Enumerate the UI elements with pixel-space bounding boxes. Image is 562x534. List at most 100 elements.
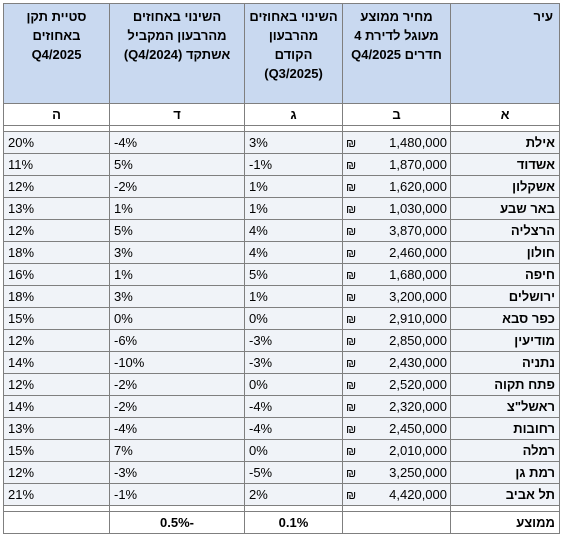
shekel-icon: ₪ — [346, 443, 357, 458]
average-yoy: -0.5% — [109, 511, 245, 534]
price-cell: ₪ 1,480,000 — [342, 131, 451, 154]
price-value: 3,250,000 — [389, 465, 447, 480]
stdev-cell: 13% — [3, 197, 110, 220]
average-stdev-empty — [3, 511, 110, 534]
shekel-icon: ₪ — [346, 179, 357, 194]
price-wrap: ₪ 3,250,000 — [346, 465, 447, 480]
yoy-change-cell: -10% — [109, 351, 245, 374]
price-value: 2,430,000 — [389, 355, 447, 370]
column-letter-d: ד — [109, 103, 245, 126]
stdev-cell: 14% — [3, 351, 110, 374]
price-value: 2,320,000 — [389, 399, 447, 414]
qoq-change-cell: 1% — [244, 285, 343, 308]
price-wrap: ₪ 2,450,000 — [346, 421, 447, 436]
price-wrap: ₪ 1,680,000 — [346, 267, 447, 282]
price-cell: ₪ 4,420,000 — [342, 483, 451, 506]
stdev-cell: 14% — [3, 395, 110, 418]
price-cell: ₪ 2,520,000 — [342, 373, 451, 396]
city-cell: רחובות — [450, 417, 560, 440]
table-row: אילת ₪ 1,480,000 3% -4% 20% — [3, 131, 560, 154]
price-cell: ₪ 2,450,000 — [342, 417, 451, 440]
price-cell: ₪ 3,250,000 — [342, 461, 451, 484]
city-cell: כפר סבא — [450, 307, 560, 330]
header-stdev: סטיית תקן באחוזים Q4/2025 — [3, 3, 110, 104]
table-row: תל אביב ₪ 4,420,000 2% -1% 21% — [3, 483, 560, 506]
stdev-cell: 13% — [3, 417, 110, 440]
city-cell: אשקלון — [450, 175, 560, 198]
yoy-change-cell: 3% — [109, 241, 245, 264]
city-cell: באר שבע — [450, 197, 560, 220]
price-wrap: ₪ 3,200,000 — [346, 289, 447, 304]
price-value: 2,850,000 — [389, 333, 447, 348]
price-wrap: ₪ 2,010,000 — [346, 443, 447, 458]
stdev-cell: 12% — [3, 461, 110, 484]
price-value: 2,460,000 — [389, 245, 447, 260]
price-wrap: ₪ 2,520,000 — [346, 377, 447, 392]
price-cell: ₪ 2,430,000 — [342, 351, 451, 374]
shekel-icon: ₪ — [346, 289, 357, 304]
table-row: רחובות ₪ 2,450,000 -4% -4% 13% — [3, 417, 560, 440]
city-cell: מודיעין — [450, 329, 560, 352]
column-letter-b: ב — [342, 103, 451, 126]
stdev-cell: 18% — [3, 241, 110, 264]
price-wrap: ₪ 1,030,000 — [346, 201, 447, 216]
table-row: חיפה ₪ 1,680,000 5% 1% 16% — [3, 263, 560, 286]
price-value: 1,680,000 — [389, 267, 447, 282]
column-letter-row: א ב ג ד ה — [3, 103, 560, 126]
price-table: עיר מחיר ממוצע מעוגל לדירת 4 חדרים Q4/20… — [3, 3, 560, 534]
table-row: פתח תקוה ₪ 2,520,000 0% -2% 12% — [3, 373, 560, 396]
price-wrap: ₪ 2,320,000 — [346, 399, 447, 414]
table-row: כפר סבא ₪ 2,910,000 0% 0% 15% — [3, 307, 560, 330]
city-cell: ראשל"צ — [450, 395, 560, 418]
shekel-icon: ₪ — [346, 421, 357, 436]
city-cell: תל אביב — [450, 483, 560, 506]
average-label: ממוצע — [450, 511, 560, 534]
shekel-icon: ₪ — [346, 333, 357, 348]
city-cell: נתניה — [450, 351, 560, 374]
price-wrap: ₪ 2,460,000 — [346, 245, 447, 260]
price-value: 2,010,000 — [389, 443, 447, 458]
stdev-cell: 20% — [3, 131, 110, 154]
header-yoy-change: השינוי באחוזים מהרבעון המקביל אשתקד (Q4/… — [109, 3, 245, 104]
yoy-change-cell: -2% — [109, 175, 245, 198]
city-cell: ירושלים — [450, 285, 560, 308]
price-wrap: ₪ 4,420,000 — [346, 487, 447, 502]
qoq-change-cell: 0% — [244, 307, 343, 330]
yoy-change-cell: 1% — [109, 263, 245, 286]
shekel-icon: ₪ — [346, 377, 357, 392]
price-wrap: ₪ 1,870,000 — [346, 157, 447, 172]
shekel-icon: ₪ — [346, 267, 357, 282]
qoq-change-cell: -3% — [244, 351, 343, 374]
stdev-cell: 11% — [3, 153, 110, 176]
table-row: אשדוד ₪ 1,870,000 -1% 5% 11% — [3, 153, 560, 176]
header-qoq-change: השינוי באחוזים מהרבעון הקודם (Q3/2025) — [244, 3, 343, 104]
price-value: 1,620,000 — [389, 179, 447, 194]
table-row: נתניה ₪ 2,430,000 -3% -10% 14% — [3, 351, 560, 374]
price-value: 3,200,000 — [389, 289, 447, 304]
table-row: אשקלון ₪ 1,620,000 1% -2% 12% — [3, 175, 560, 198]
table-row: ראשל"צ ₪ 2,320,000 -4% -2% 14% — [3, 395, 560, 418]
shekel-icon: ₪ — [346, 201, 357, 216]
city-cell: רמלה — [450, 439, 560, 462]
city-cell: רמת גן — [450, 461, 560, 484]
qoq-change-cell: 0% — [244, 373, 343, 396]
table-row: ירושלים ₪ 3,200,000 1% 3% 18% — [3, 285, 560, 308]
stdev-cell: 12% — [3, 219, 110, 242]
yoy-change-cell: -3% — [109, 461, 245, 484]
city-cell: פתח תקוה — [450, 373, 560, 396]
shekel-icon: ₪ — [346, 311, 357, 326]
price-wrap: ₪ 1,620,000 — [346, 179, 447, 194]
stdev-cell: 12% — [3, 175, 110, 198]
qoq-change-cell: 0% — [244, 439, 343, 462]
yoy-change-cell: -1% — [109, 483, 245, 506]
stdev-cell: 18% — [3, 285, 110, 308]
qoq-change-cell: 4% — [244, 241, 343, 264]
price-wrap: ₪ 2,430,000 — [346, 355, 447, 370]
price-value: 1,870,000 — [389, 157, 447, 172]
shekel-icon: ₪ — [346, 399, 357, 414]
price-value: 3,870,000 — [389, 223, 447, 238]
stdev-cell: 15% — [3, 439, 110, 462]
city-cell: חיפה — [450, 263, 560, 286]
price-cell: ₪ 3,200,000 — [342, 285, 451, 308]
city-cell: הרצליה — [450, 219, 560, 242]
